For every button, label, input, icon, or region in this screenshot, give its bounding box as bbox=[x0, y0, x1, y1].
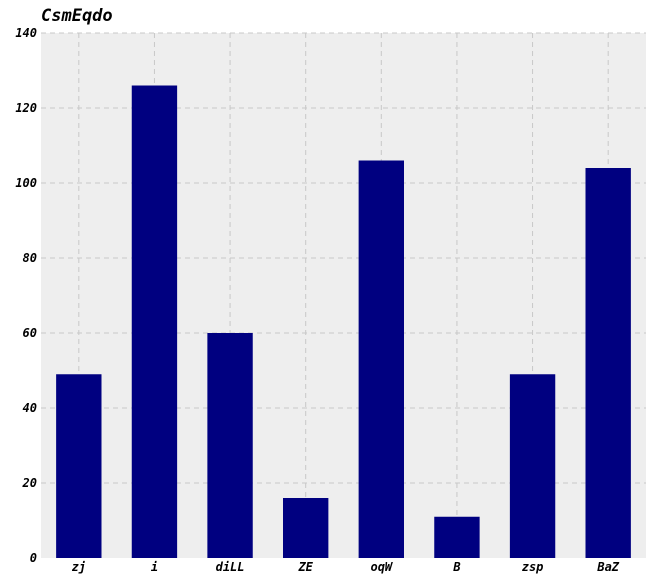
y-tick-label: 40 bbox=[23, 401, 37, 415]
y-tick-label: 80 bbox=[23, 251, 37, 265]
bar-i bbox=[131, 85, 178, 558]
y-tick-label: 120 bbox=[15, 101, 37, 115]
bar-diLL bbox=[207, 333, 253, 558]
x-tick-label: B bbox=[452, 560, 460, 574]
y-tick-label: 140 bbox=[15, 26, 37, 40]
x-tick-label: diLL bbox=[216, 560, 245, 574]
x-tick-label: BaZ bbox=[596, 560, 619, 574]
x-tick-label: ZE bbox=[297, 560, 313, 574]
x-tick-label: i bbox=[151, 560, 158, 574]
bar-zj bbox=[56, 374, 102, 558]
x-tick-label: oqW bbox=[370, 560, 393, 574]
bar-BaZ bbox=[585, 168, 631, 558]
bar-ZE bbox=[283, 498, 329, 558]
y-tick-label: 0 bbox=[30, 551, 37, 565]
y-tick-label: 60 bbox=[23, 326, 37, 340]
bar-oqW bbox=[358, 160, 404, 558]
bars bbox=[56, 85, 631, 558]
x-tick-label: zsp bbox=[522, 560, 544, 574]
y-tick-label: 100 bbox=[15, 176, 37, 190]
bar-zsp bbox=[509, 374, 556, 558]
bar-B bbox=[434, 516, 480, 558]
y-axis: 0 20 40 60 80 100 120 140 bbox=[15, 26, 37, 565]
chart-title: CsmEqdo bbox=[41, 6, 113, 26]
x-tick-label: zj bbox=[72, 560, 86, 574]
y-tick-label: 20 bbox=[22, 476, 37, 490]
